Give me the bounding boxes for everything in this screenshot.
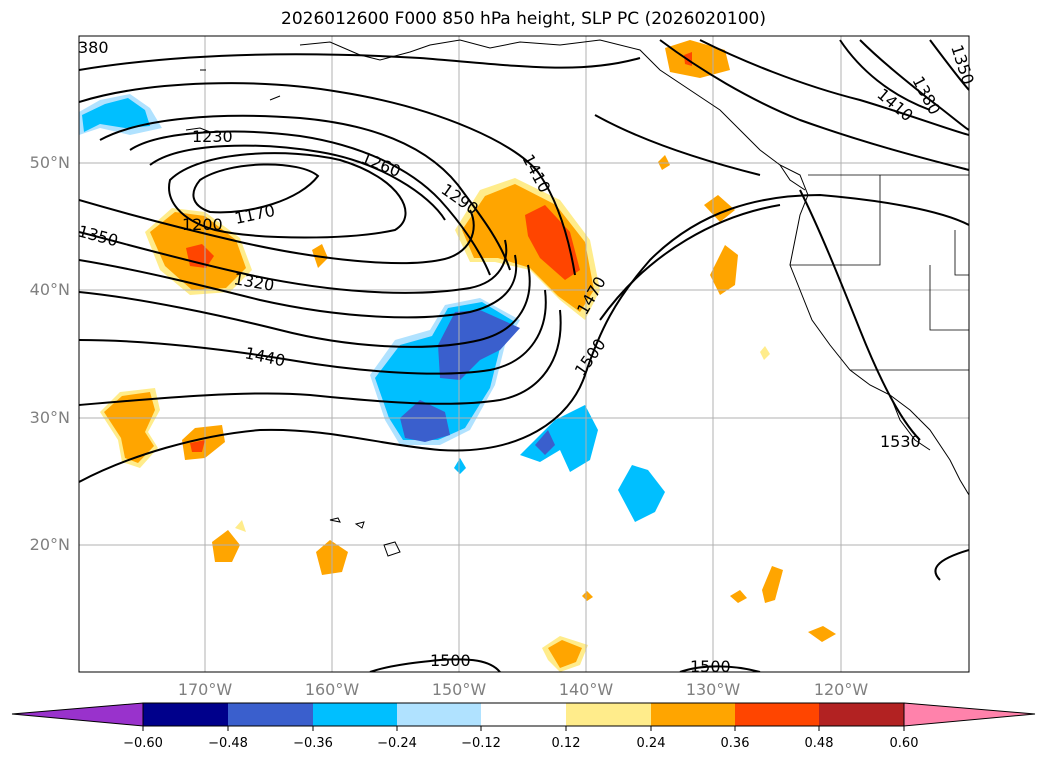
borders: [790, 174, 969, 371]
contour-label: 1170: [233, 201, 277, 228]
contour-label: 1260: [359, 148, 404, 181]
map-frame: [78, 35, 970, 673]
contour-label: 1410: [873, 85, 916, 126]
colorbar-swatch: [313, 703, 397, 726]
colorbar-swatch: [481, 703, 566, 726]
contour-label: 1350: [947, 42, 978, 87]
colorbar: [11, 702, 1036, 731]
colorbar-tick-label: −0.24: [377, 736, 417, 751]
graticule: [79, 36, 969, 672]
contour-label: 1530: [880, 432, 921, 451]
colorbar-tick-label: 0.60: [889, 736, 919, 751]
colorbar-tick-label: −0.36: [293, 736, 333, 751]
contour-label: 1200: [182, 215, 223, 234]
colorbar-swatch: [143, 703, 228, 726]
anomaly-shading: [79, 40, 836, 672]
lat-label: 30°N: [29, 408, 70, 427]
contour-label: 1230: [192, 127, 233, 146]
colorbar-tick-label: 0.36: [720, 736, 750, 751]
colorbar-tick-label: 0.48: [804, 736, 834, 751]
colorbar-swatch: [228, 703, 313, 726]
contour-label: 380: [78, 38, 109, 57]
height-contours: [79, 39, 969, 672]
lon-label: 130°W: [685, 680, 741, 699]
lon-label: 140°W: [558, 680, 614, 699]
contour-label: 1500: [571, 335, 610, 379]
contour-label: 1350: [76, 222, 120, 251]
colorbar-swatch: [566, 703, 651, 726]
colorbar-tick-label: −0.12: [461, 736, 501, 751]
colorbar-swatch: [819, 703, 904, 726]
colorbar-swatch: [735, 703, 819, 726]
colorbar-extend-low: [11, 702, 144, 727]
lat-label: 50°N: [29, 153, 70, 172]
contour-label: 1320: [232, 269, 275, 295]
lat-label: 20°N: [29, 535, 70, 554]
lon-label: 120°W: [813, 680, 869, 699]
contour-label: 1500: [690, 657, 731, 676]
colorbar-swatch: [651, 703, 735, 726]
contour-label: 1500: [430, 651, 471, 670]
lon-label: 170°W: [177, 680, 233, 699]
map-title: 2026012600 F000 850 hPa height, SLP PC (…: [281, 9, 766, 29]
colorbar-tick-label: 0.12: [551, 736, 581, 751]
lat-label: 40°N: [29, 280, 70, 299]
colorbar-tick-label: −0.60: [123, 736, 163, 751]
lon-label: 150°W: [431, 680, 487, 699]
contour-label: 1440: [243, 343, 287, 370]
colorbar-swatch: [397, 703, 481, 726]
colorbar-extend-high: [903, 702, 1036, 727]
colorbar-tick-label: 0.24: [636, 736, 666, 751]
lon-label: 160°W: [304, 680, 360, 699]
colorbar-tick-label: −0.48: [208, 736, 248, 751]
